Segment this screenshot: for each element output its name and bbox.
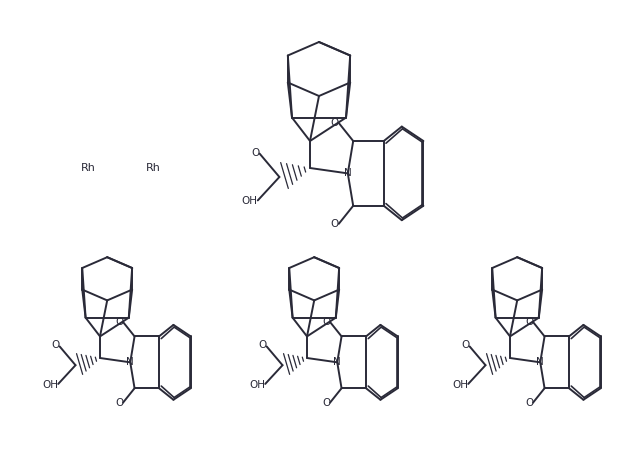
Text: N: N [536, 357, 544, 368]
Text: O: O [259, 340, 267, 351]
Text: OH: OH [452, 380, 468, 390]
Text: O: O [322, 317, 330, 327]
Text: O: O [461, 340, 470, 351]
Text: OH: OH [242, 196, 258, 206]
Text: O: O [252, 148, 260, 157]
Text: N: N [344, 168, 351, 179]
Text: O: O [331, 219, 339, 229]
Text: Rh: Rh [81, 163, 95, 173]
Text: O: O [115, 398, 123, 407]
Text: O: O [115, 317, 123, 327]
Text: O: O [52, 340, 60, 351]
Text: N: N [126, 357, 134, 368]
Text: O: O [331, 118, 339, 128]
Text: N: N [333, 357, 341, 368]
Text: O: O [525, 398, 533, 407]
Text: O: O [525, 317, 533, 327]
Text: Rh: Rh [145, 163, 161, 173]
Text: OH: OH [42, 380, 58, 390]
Text: O: O [322, 398, 330, 407]
Text: OH: OH [249, 380, 265, 390]
